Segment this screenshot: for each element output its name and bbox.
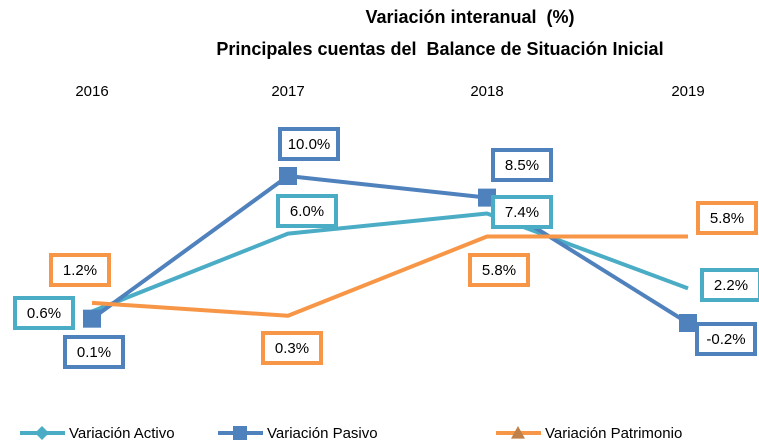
data-label-box <box>278 127 340 161</box>
data-label: -0.2% <box>706 331 745 348</box>
legend-label: Variación Pasivo <box>267 425 378 442</box>
data-label: 7.4% <box>505 204 539 221</box>
series-line <box>90 174 690 325</box>
data-label: 10.0% <box>288 136 331 153</box>
data-label: 2.2% <box>714 277 748 294</box>
data-label-box <box>49 253 111 287</box>
data-label: 8.5% <box>505 157 539 174</box>
x-tick-label: 2019 <box>671 83 704 100</box>
data-label-box <box>700 268 759 302</box>
data-label: 0.6% <box>27 305 61 322</box>
legend-label: Variación Patrimonio <box>545 425 682 442</box>
legend-label: Variación Activo <box>69 425 175 442</box>
legend-marker <box>511 426 525 439</box>
data-label-box <box>468 253 530 287</box>
data-label: 0.1% <box>77 344 111 361</box>
legend-marker <box>35 426 49 440</box>
data-label-box <box>276 194 338 228</box>
data-label-box <box>491 195 553 229</box>
marker <box>679 314 697 332</box>
data-label-box <box>491 148 553 182</box>
data-label: 6.0% <box>290 203 324 220</box>
data-label: 0.3% <box>275 340 309 357</box>
marker <box>83 309 101 328</box>
data-label-box <box>13 296 75 330</box>
legend-marker <box>233 426 247 440</box>
data-label-box <box>63 335 125 369</box>
data-label: 5.8% <box>710 210 744 227</box>
chart-title: Variación interanual (%) <box>365 7 574 27</box>
data-label: 1.2% <box>63 262 97 279</box>
marker <box>279 167 297 185</box>
data-label-box <box>695 322 757 356</box>
chart-subtitle: Principales cuentas del Balance de Situa… <box>216 39 663 59</box>
x-tick-label: 2018 <box>470 83 503 100</box>
x-tick-label: 2016 <box>75 83 108 100</box>
x-tick-label: 2017 <box>271 83 304 100</box>
data-label-box <box>696 201 758 235</box>
data-label-box <box>261 331 323 365</box>
series-line <box>91 234 688 318</box>
series-line <box>91 211 689 314</box>
data-label: 5.8% <box>482 262 516 279</box>
